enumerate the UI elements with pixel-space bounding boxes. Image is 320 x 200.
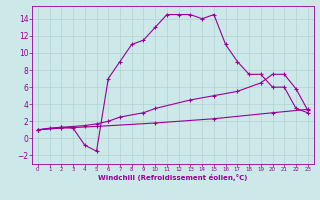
X-axis label: Windchill (Refroidissement éolien,°C): Windchill (Refroidissement éolien,°C) (98, 174, 247, 181)
